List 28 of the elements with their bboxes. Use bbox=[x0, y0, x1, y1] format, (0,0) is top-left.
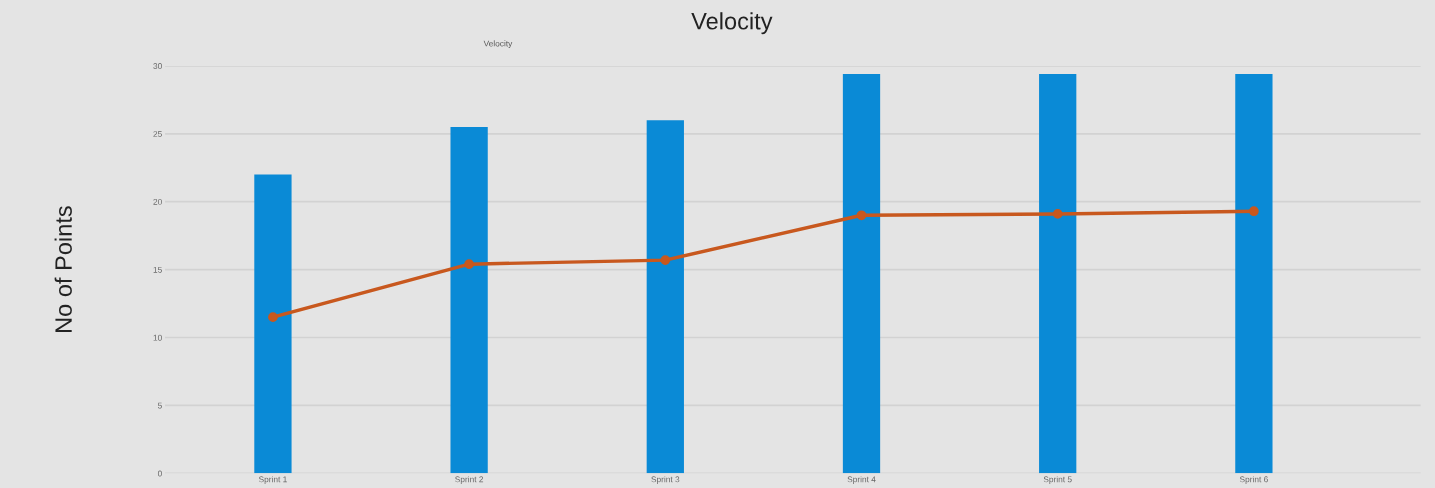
bar bbox=[450, 127, 488, 474]
point bbox=[856, 210, 867, 221]
point bbox=[464, 259, 474, 270]
x-tick-label: Sprint 1 bbox=[258, 476, 287, 484]
point bbox=[1052, 209, 1063, 219]
bar bbox=[254, 174, 292, 474]
y-tick-label: 20 bbox=[153, 198, 162, 205]
point bbox=[1249, 206, 1259, 217]
bar bbox=[1235, 74, 1273, 474]
bar bbox=[842, 74, 881, 474]
point bbox=[268, 312, 278, 323]
y-tick-label: 25 bbox=[153, 130, 162, 137]
y-tick-label: 10 bbox=[153, 334, 162, 341]
y-tick-label: 0 bbox=[157, 470, 162, 477]
x-tick-label: Sprint 4 bbox=[847, 476, 876, 484]
bar bbox=[1039, 74, 1077, 474]
chart-title: Velocity bbox=[691, 12, 773, 35]
y-tick-label: 15 bbox=[153, 266, 162, 273]
point bbox=[660, 255, 671, 265]
x-tick-label: Sprint 6 bbox=[1239, 476, 1268, 484]
bar bbox=[646, 120, 684, 474]
y-tick-label: 5 bbox=[157, 402, 162, 409]
x-tick-label: Sprint 2 bbox=[455, 476, 484, 484]
x-tick-label: Sprint 3 bbox=[651, 476, 680, 484]
chart-subtitle: Velocity bbox=[483, 40, 513, 49]
x-tick-label: Sprint 5 bbox=[1043, 476, 1072, 484]
y-axis-title: No of Points bbox=[54, 206, 72, 332]
y-tick-label: 30 bbox=[153, 63, 162, 69]
